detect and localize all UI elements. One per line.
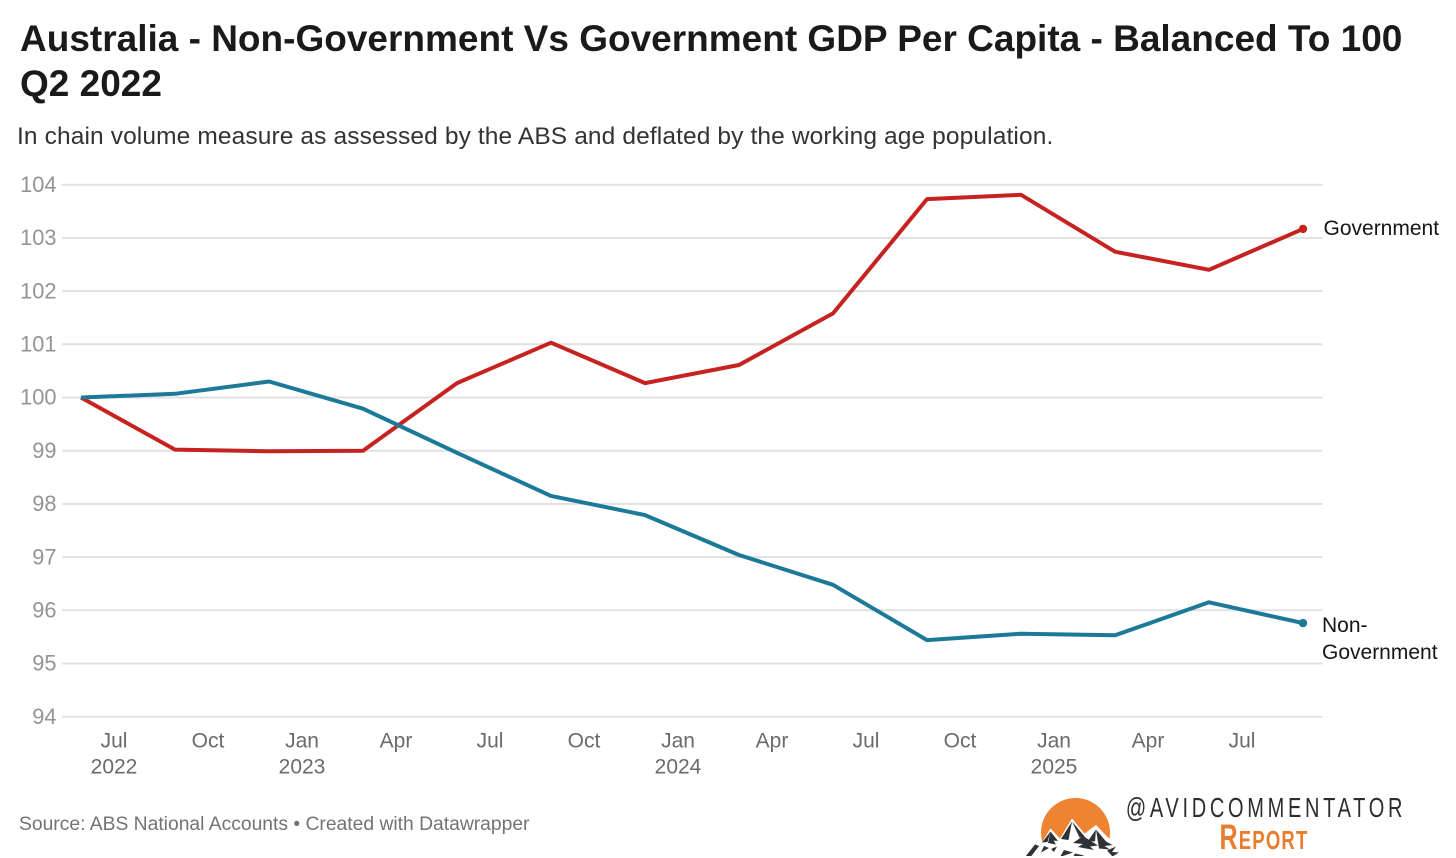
svg-text:Oct: Oct <box>568 730 601 753</box>
svg-text:Jul: Jul <box>477 730 504 753</box>
svg-text:Jan: Jan <box>1037 730 1071 753</box>
svg-text:Apr: Apr <box>1132 730 1165 753</box>
svg-text:2022: 2022 <box>91 755 138 778</box>
svg-text:99: 99 <box>32 438 56 463</box>
svg-text:Oct: Oct <box>192 730 225 753</box>
svg-text:2023: 2023 <box>279 755 326 778</box>
svg-text:98: 98 <box>32 491 56 516</box>
svg-text:103: 103 <box>20 225 56 250</box>
svg-text:Jan: Jan <box>285 730 319 753</box>
svg-text:Oct: Oct <box>944 730 977 753</box>
svg-text:Apr: Apr <box>380 730 413 753</box>
svg-text:95: 95 <box>32 651 56 676</box>
svg-text:2025: 2025 <box>1031 755 1078 778</box>
svg-text:101: 101 <box>20 332 56 357</box>
svg-text:94: 94 <box>32 704 56 729</box>
svg-text:Jul: Jul <box>1229 730 1256 753</box>
svg-text:96: 96 <box>32 598 56 623</box>
svg-text:Jan: Jan <box>661 730 695 753</box>
svg-text:100: 100 <box>20 385 56 410</box>
svg-text:104: 104 <box>20 172 56 197</box>
svg-text:Jul: Jul <box>853 730 880 753</box>
svg-text:Apr: Apr <box>756 730 789 753</box>
svg-text:102: 102 <box>20 278 56 303</box>
svg-text:97: 97 <box>32 544 56 569</box>
svg-text:2024: 2024 <box>655 755 702 778</box>
svg-text:Jul: Jul <box>101 730 128 753</box>
